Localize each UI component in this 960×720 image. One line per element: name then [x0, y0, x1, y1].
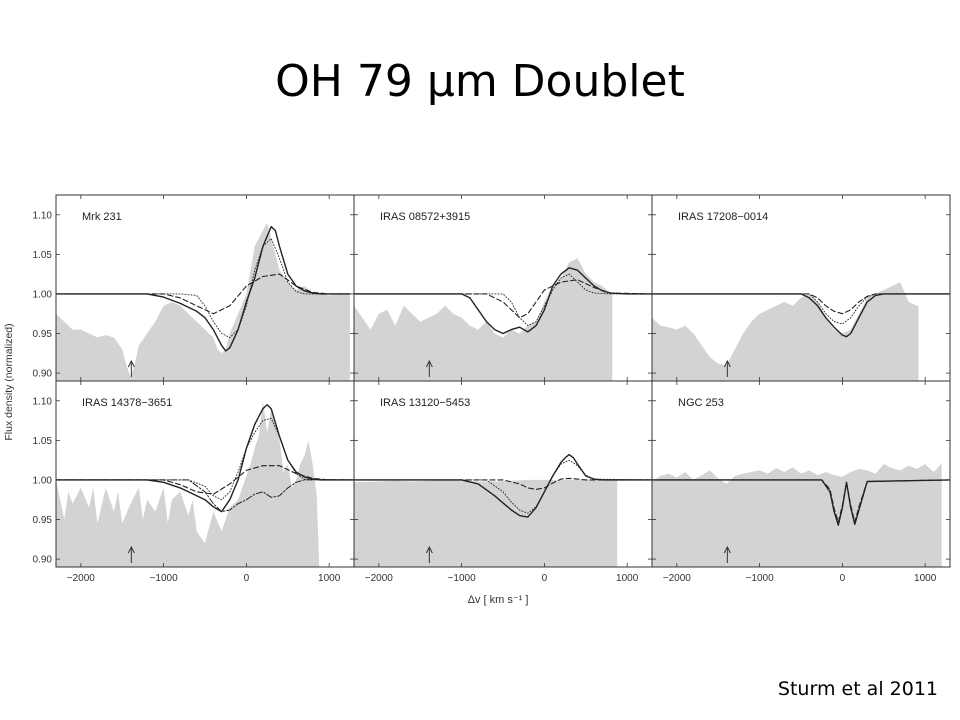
- x-tick-label: −2000: [663, 573, 692, 584]
- y-tick-label: 0.95: [33, 329, 53, 340]
- x-tick-label: 1000: [318, 573, 341, 584]
- y-tick-label: 1.00: [33, 289, 53, 300]
- x-tick-label: −1000: [448, 573, 477, 584]
- observed-spectrum-area: [56, 222, 350, 381]
- y-tick-label: 1.10: [33, 210, 53, 221]
- arrow-marker-head: [127, 545, 135, 554]
- model-solid-line: [652, 293, 950, 338]
- panel-label: IRAS 17208−0014: [678, 211, 768, 223]
- y-tick-label: 1.10: [33, 396, 53, 407]
- observed-spectrum-area: [354, 479, 618, 567]
- x-tick-label: 0: [542, 573, 548, 584]
- x-axis-label: Δv [ km s⁻¹ ]: [468, 594, 529, 606]
- panel-label: IRAS 08572+3915: [380, 211, 470, 223]
- arrow-marker-head: [723, 359, 731, 368]
- arrow-marker-head: [127, 359, 135, 368]
- arrow-marker-head: [425, 359, 433, 368]
- arrow-marker-head: [723, 545, 731, 554]
- panel-content: [354, 258, 652, 381]
- panel: IRAS 08572+3915: [353, 194, 653, 382]
- panel-label: IRAS 14378−3651: [82, 397, 172, 409]
- panel: IRAS 17208−0014: [651, 194, 951, 382]
- panel-label: NGC 253: [678, 397, 724, 409]
- model-solid-line: [354, 453, 652, 518]
- panel: IRAS 14378−3651: [55, 380, 355, 568]
- y-tick-label: 1.05: [33, 436, 53, 447]
- panel-label: Mrk 231: [82, 211, 122, 223]
- y-tick-label: 0.90: [33, 555, 53, 566]
- credit-text: Sturm et al 2011: [777, 678, 938, 700]
- model-dashed-line: [354, 477, 652, 490]
- model-dotted-line: [652, 293, 950, 325]
- panel-content: [652, 462, 950, 567]
- x-tick-label: −2000: [365, 573, 394, 584]
- observed-spectrum-area: [56, 400, 320, 567]
- arrow-marker-head: [425, 545, 433, 554]
- x-tick-label: 1000: [616, 573, 639, 584]
- panel-content: [56, 400, 354, 567]
- y-axis-label: Flux density (normalized): [3, 323, 15, 440]
- x-tick-label: 1000: [914, 573, 937, 584]
- slide-title: OH 79 μm Doublet: [275, 56, 685, 107]
- observed-spectrum-area: [652, 462, 942, 567]
- model-solid-line: [354, 267, 652, 335]
- panel-content: [652, 282, 950, 381]
- panel-content: [354, 453, 652, 567]
- model-dashed-line: [56, 273, 351, 315]
- x-tick-label: 0: [840, 573, 846, 584]
- model-dashed-line: [56, 465, 354, 495]
- model-solid-line: [56, 225, 351, 352]
- y-tick-label: 1.00: [33, 475, 53, 486]
- model-dashed-line: [354, 279, 652, 319]
- x-tick-label: −1000: [746, 573, 775, 584]
- panel: NGC 253: [651, 380, 951, 568]
- y-tick-label: 0.95: [33, 515, 53, 526]
- x-tick-label: −1000: [150, 573, 179, 584]
- panels-layer: Mrk 231 IRAS 08572+3915 IRAS 17208−0014 IRA…: [55, 194, 951, 568]
- panel: Mrk 231: [55, 194, 355, 382]
- y-tick-label: 1.05: [33, 250, 53, 261]
- x-tick-label: −2000: [67, 573, 96, 584]
- model-dashed-line: [652, 293, 950, 315]
- model-dotted-line: [56, 238, 351, 338]
- oh-doublet-figure: Mrk 231 IRAS 08572+3915 IRAS 17208−0014 IRA…: [3, 194, 951, 606]
- panel: IRAS 13120−5453: [353, 380, 653, 568]
- panel-content: [56, 222, 351, 381]
- panel-label: IRAS 13120−5453: [380, 397, 470, 409]
- panel-frame: [651, 380, 951, 568]
- model-dashdot-line: [56, 479, 354, 513]
- axes-layer: 0.90 0.95 1.00 1.05 1.10 0.90 0.95 1.00 1.05 1.10…: [33, 210, 937, 584]
- model-dotted-line: [354, 273, 652, 327]
- observed-spectrum-area: [354, 258, 613, 381]
- observed-spectrum-area: [652, 282, 919, 381]
- model-solid-line: [652, 479, 950, 526]
- x-tick-label: 0: [244, 573, 250, 584]
- model-solid-line: [56, 404, 354, 513]
- y-tick-label: 0.90: [33, 369, 53, 380]
